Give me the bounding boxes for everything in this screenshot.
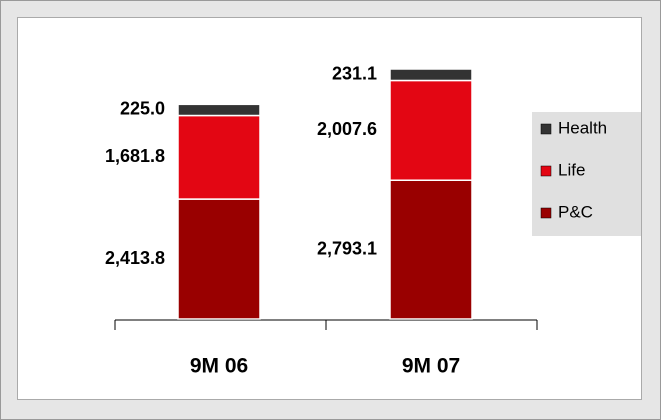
data-label: 2,793.1 xyxy=(317,238,377,258)
data-label: 231.1 xyxy=(332,63,377,83)
data-label: 2,413.8 xyxy=(105,248,165,268)
bar-segment xyxy=(177,198,261,320)
data-label: 225.0 xyxy=(120,99,165,119)
data-label: 2,007.6 xyxy=(317,119,377,139)
data-label: 1,681.8 xyxy=(105,146,165,166)
x-tick-label: 9M 07 xyxy=(402,355,460,378)
legend-label: Life xyxy=(558,160,585,179)
legend-swatch xyxy=(540,165,552,177)
legend-label: P&C xyxy=(558,202,593,221)
legend-swatch xyxy=(540,123,552,135)
x-tick-label: 9M 06 xyxy=(190,355,248,378)
legend-label: Health xyxy=(558,118,607,137)
bar-segment xyxy=(177,114,261,200)
bar-segment xyxy=(177,103,261,117)
bar-segment xyxy=(389,179,473,320)
bar-segment xyxy=(389,68,473,82)
legend-swatch xyxy=(540,207,552,219)
bar-segment xyxy=(389,79,473,181)
